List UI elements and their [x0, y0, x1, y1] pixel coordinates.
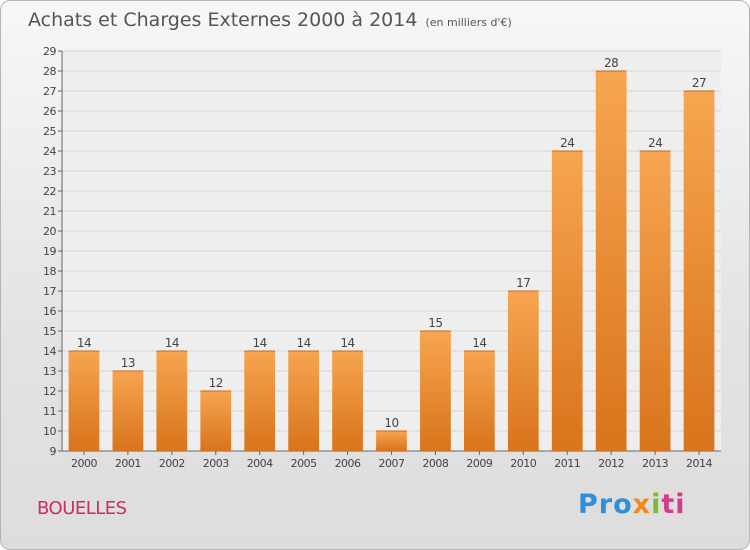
- bar-2010: [507, 291, 539, 451]
- data-label-2002: 14: [165, 336, 179, 350]
- x-tick-label-2014: 2014: [686, 457, 712, 470]
- x-tick-label-2000: 2000: [71, 457, 97, 470]
- bar-2007: [376, 431, 407, 451]
- data-label-2012: 28: [604, 56, 618, 70]
- data-label-2001: 13: [121, 356, 135, 370]
- logo-part-3: i: [651, 489, 662, 520]
- x-tick-label-2007: 2007: [379, 457, 405, 470]
- y-tick-label-29: 29: [43, 45, 56, 58]
- data-label-2005: 14: [296, 336, 310, 350]
- x-tick-label-2011: 2011: [554, 457, 580, 470]
- data-label-2004: 14: [253, 336, 267, 350]
- y-tick-label-9: 9: [50, 445, 57, 458]
- chart-title: Achats et Charges Externes 2000 à 2014 (e…: [28, 9, 512, 31]
- y-tick-label-23: 23: [43, 165, 56, 178]
- y-tick-label-15: 15: [43, 325, 56, 338]
- bar-2008: [420, 331, 451, 451]
- y-tick-label-25: 25: [43, 125, 56, 138]
- x-tick-label-2001: 2001: [115, 457, 141, 470]
- y-tick-label-10: 10: [43, 425, 56, 438]
- bar-2013: [639, 151, 671, 451]
- y-tick-label-28: 28: [43, 65, 56, 78]
- logo-part-1: Pro: [578, 489, 633, 520]
- x-tick-label-2003: 2003: [203, 457, 229, 470]
- data-label-2014: 27: [692, 76, 706, 90]
- chart-subtitle: (en milliers d'€): [425, 16, 512, 29]
- y-tick-label-12: 12: [43, 385, 56, 398]
- data-label-2003: 12: [209, 376, 223, 390]
- bar-2004: [244, 351, 276, 451]
- y-tick-label-11: 11: [43, 405, 56, 418]
- bar-2011: [551, 151, 583, 451]
- bar-2001: [112, 371, 144, 451]
- y-tick-label-19: 19: [43, 245, 56, 258]
- y-tick-label-18: 18: [43, 265, 56, 278]
- x-tick-label-2004: 2004: [247, 457, 273, 470]
- x-tick-label-2005: 2005: [291, 457, 317, 470]
- data-label-2006: 14: [340, 336, 354, 350]
- y-tick-label-22: 22: [43, 185, 56, 198]
- bar-2002: [156, 351, 188, 451]
- bar-2003: [200, 391, 232, 451]
- data-label-2008: 15: [428, 316, 442, 330]
- y-tick-label-27: 27: [43, 85, 56, 98]
- town-name: BOUELLES: [37, 498, 127, 519]
- bar-2009: [463, 351, 495, 451]
- y-tick-label-17: 17: [43, 285, 56, 298]
- bar-2005: [288, 351, 320, 451]
- y-tick-label-16: 16: [43, 305, 56, 318]
- data-label-2007: 10: [384, 416, 398, 430]
- title-text: Achats et Charges Externes 2000 à 2014: [28, 9, 418, 31]
- x-tick-label-2006: 2006: [335, 457, 361, 470]
- data-label-2010: 17: [516, 276, 530, 290]
- y-tick-label-20: 20: [43, 225, 56, 238]
- bar-2000: [68, 351, 100, 451]
- logo-part-2: x: [632, 489, 652, 520]
- y-tick-label-14: 14: [43, 345, 56, 358]
- data-label-2011: 24: [560, 136, 574, 150]
- bar-2012: [595, 71, 627, 451]
- bar-2014: [683, 91, 715, 451]
- data-label-2013: 24: [648, 136, 662, 150]
- x-tick-label-2002: 2002: [159, 457, 185, 470]
- proxiti-logo: Proxiti: [578, 489, 686, 520]
- x-tick-label-2012: 2012: [598, 457, 624, 470]
- y-tick-label-24: 24: [43, 145, 56, 158]
- data-label-2000: 14: [77, 336, 91, 350]
- y-tick-label-26: 26: [43, 105, 56, 118]
- y-tick-label-21: 21: [43, 205, 56, 218]
- y-tick-label-13: 13: [43, 365, 56, 378]
- x-tick-label-2008: 2008: [422, 457, 448, 470]
- bar-2006: [332, 351, 363, 451]
- x-tick-label-2009: 2009: [466, 457, 492, 470]
- logo-part-4: ti: [661, 489, 686, 520]
- x-tick-label-2013: 2013: [642, 457, 668, 470]
- x-tick-label-2010: 2010: [510, 457, 536, 470]
- data-label-2009: 14: [472, 336, 486, 350]
